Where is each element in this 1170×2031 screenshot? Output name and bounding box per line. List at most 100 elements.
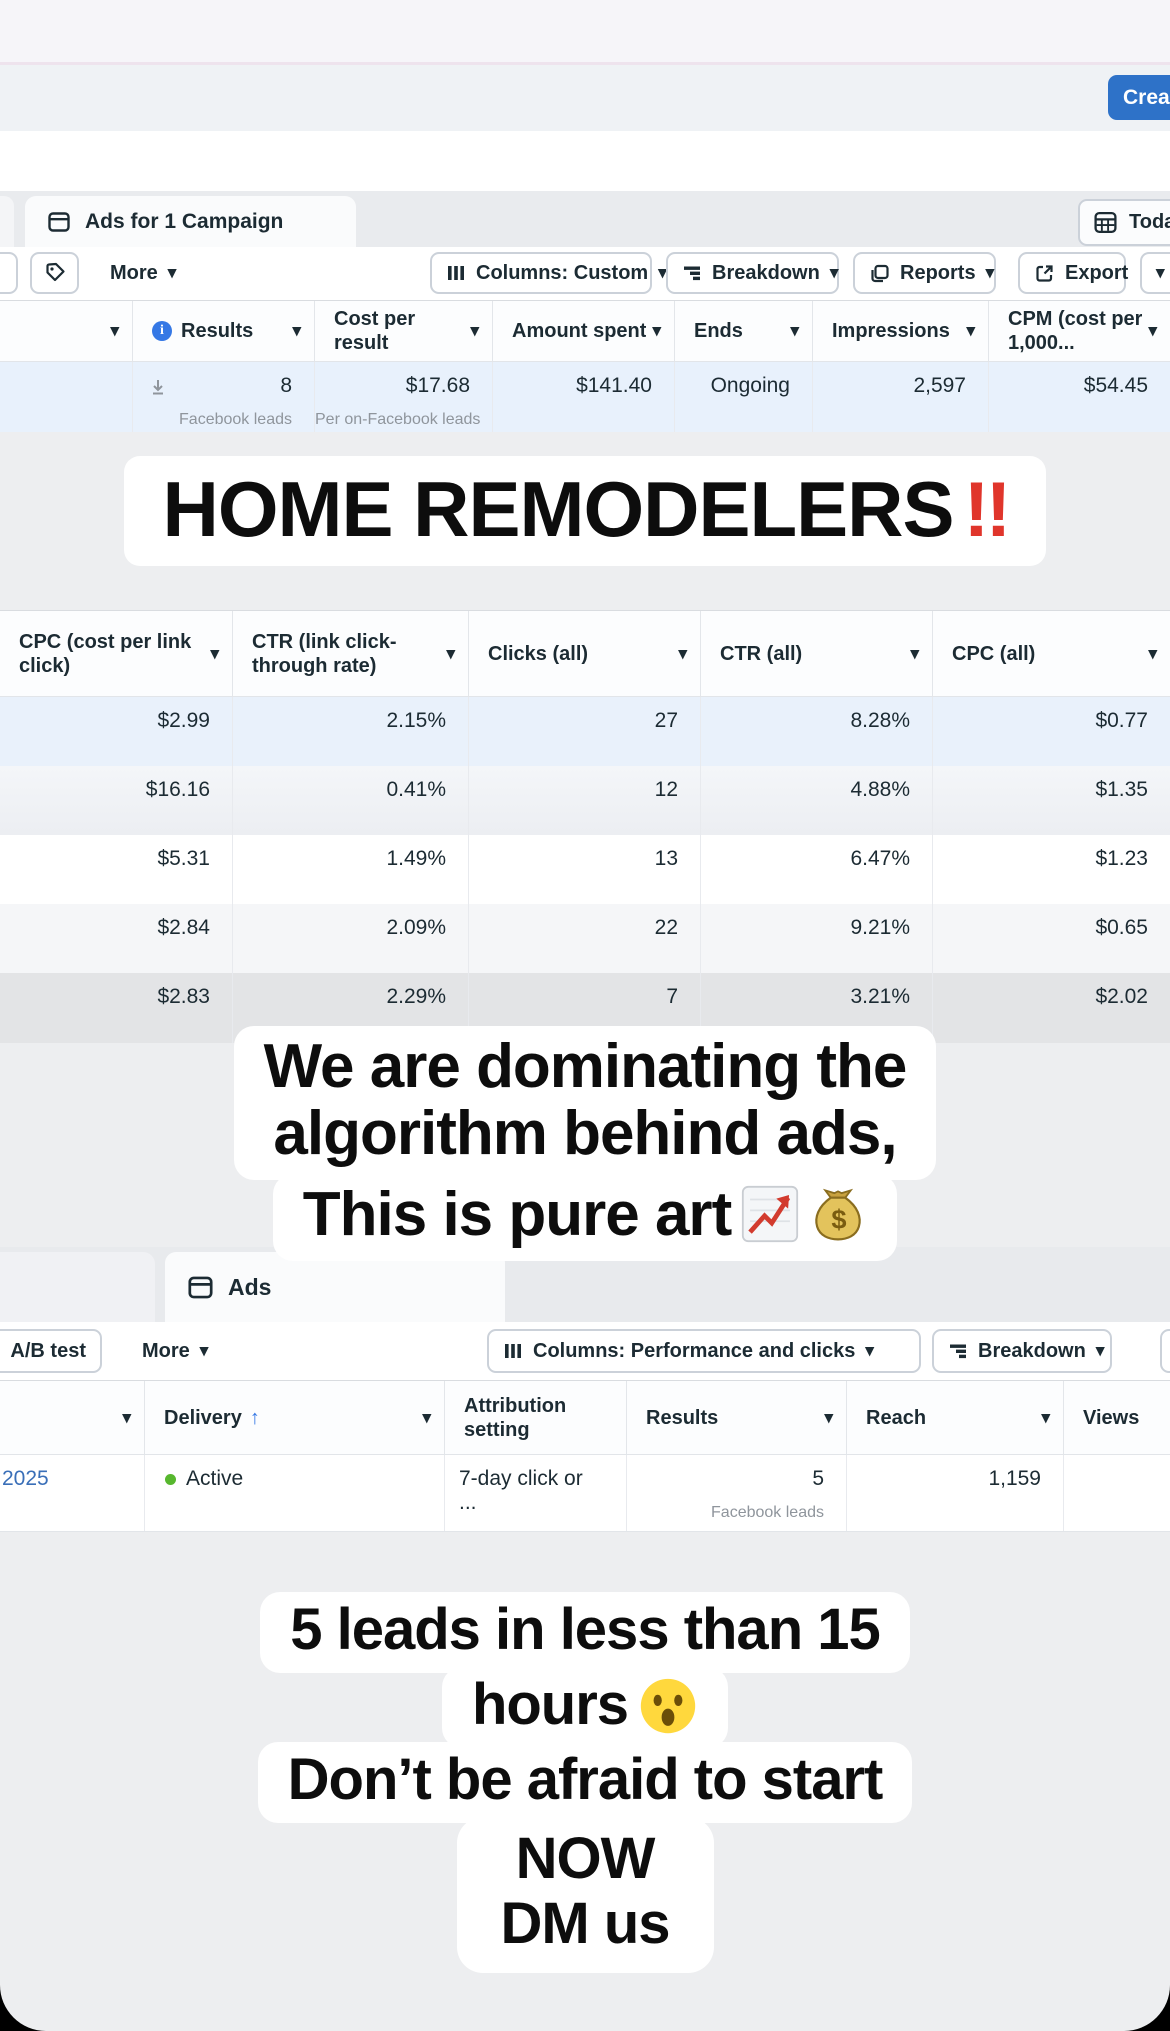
column-header-cpc-all[interactable]: CPC (all) xyxy=(932,611,1170,696)
breakdown-button[interactable]: Breakdown xyxy=(666,252,839,294)
campaign-table-row[interactable]: 8 Facebook leads $17.68 Per on-Facebook … xyxy=(0,362,1170,432)
table-row[interactable]: $2.84 2.09% 22 9.21% $0.65 xyxy=(0,904,1170,973)
browser-top-bar xyxy=(0,0,1170,65)
create-button[interactable]: Create xyxy=(1108,75,1170,120)
column-header-cpm[interactable]: CPM (cost per 1,000... xyxy=(988,301,1170,361)
results-subtext: Facebook leads xyxy=(179,411,292,428)
tab-ads-for-1-campaign[interactable]: Ads for 1 Campaign xyxy=(25,196,356,247)
table-row[interactable]: $5.31 1.49% 13 6.47% $1.23 xyxy=(0,835,1170,904)
chevron-down-icon xyxy=(865,1340,874,1363)
partial-edge-button[interactable] xyxy=(1160,1329,1170,1373)
open-mouth-face-emoji xyxy=(640,1678,696,1734)
breakdown-icon xyxy=(684,266,700,281)
column-header-attribution-setting[interactable]: Attribution setting xyxy=(444,1381,626,1454)
tab-label: Ads for 1 Campaign xyxy=(85,209,284,233)
tab-label: Ads xyxy=(228,1273,272,1300)
caption-pill: HOME REMODELERS!! xyxy=(124,456,1046,566)
export-icon xyxy=(1036,264,1053,282)
table-row[interactable]: $16.16 0.41% 12 4.88% $1.35 xyxy=(0,766,1170,835)
chevron-down-icon xyxy=(986,262,995,285)
tag-button[interactable] xyxy=(30,252,79,294)
partial-chevron-button[interactable] xyxy=(1140,252,1170,294)
partial-tab[interactable] xyxy=(0,196,14,247)
window-tab-icon xyxy=(48,211,70,232)
columns-icon xyxy=(448,266,464,280)
table-row[interactable]: $2.99 2.15% 27 8.28% $0.77 xyxy=(0,697,1170,766)
sort-caret-icon xyxy=(960,319,975,343)
column-header-views[interactable]: Views xyxy=(1063,1381,1170,1454)
story-caption-2: We are dominating the algorithm behind a… xyxy=(0,1026,1170,1261)
ad-name-link[interactable]: 2025 xyxy=(2,1467,49,1490)
partial-edge-button[interactable] xyxy=(0,252,18,294)
column-header-blank[interactable] xyxy=(0,301,132,361)
columns-button[interactable]: Columns: Custom xyxy=(430,252,652,294)
sort-caret-icon xyxy=(286,319,301,343)
column-header-reach[interactable]: Reach xyxy=(846,1381,1063,1454)
partial-tab[interactable] xyxy=(0,1252,155,1322)
ab-test-button[interactable]: A/B test xyxy=(0,1329,102,1373)
columns-button[interactable]: Columns: Performance and clicks xyxy=(487,1329,921,1373)
results-value: 5 xyxy=(812,1467,824,1490)
clicks-table-header: CPC (cost per link click) CTR (link clic… xyxy=(0,610,1170,697)
column-header-clicks-all[interactable]: Clicks (all) xyxy=(468,611,700,696)
chevron-down-icon xyxy=(1096,1340,1105,1363)
column-header-ctr-all[interactable]: CTR (all) xyxy=(700,611,932,696)
reports-icon xyxy=(871,264,889,282)
sort-caret-icon xyxy=(1035,1406,1050,1430)
impressions-value: 2,597 xyxy=(812,362,988,432)
svg-text:$: $ xyxy=(832,1203,847,1234)
caption-pill: NOW DM us xyxy=(456,1816,714,1973)
export-button[interactable]: Export xyxy=(1018,252,1128,294)
column-header-delivery[interactable]: Delivery xyxy=(144,1381,444,1454)
column-header-impressions[interactable]: Impressions xyxy=(812,301,988,361)
ad-table-row[interactable]: 2025 Active 7-day click or ... 5 Faceboo… xyxy=(0,1455,1170,1532)
columns-icon xyxy=(505,1344,521,1358)
caption-pill: We are dominating the algorithm behind a… xyxy=(233,1026,937,1180)
window-tab-icon xyxy=(188,1276,213,1298)
date-range-button[interactable]: Today: 1 xyxy=(1078,199,1170,246)
sort-caret-icon xyxy=(646,319,661,343)
tab-ads[interactable]: Ads xyxy=(165,1252,505,1322)
money-bag-emoji: $ xyxy=(815,1188,861,1241)
info-icon xyxy=(152,321,172,341)
chevron-down-icon xyxy=(1156,262,1165,285)
story-caption-3: 5 leads in less than 15 hours Don’t be a… xyxy=(0,1592,1170,1973)
sort-caret-icon xyxy=(1142,319,1157,343)
sort-caret-icon xyxy=(672,642,687,666)
column-header-ctr-link[interactable]: CTR (link click-through rate) xyxy=(232,611,468,696)
campaign-tab-strip: Ads for 1 Campaign Today: 1 xyxy=(0,191,1170,247)
caption-pill: hours xyxy=(441,1666,729,1748)
reports-button[interactable]: Reports xyxy=(853,252,996,294)
caption-pill: Don’t be afraid to start xyxy=(257,1741,913,1823)
date-range-label: Today: 1 xyxy=(1129,211,1170,233)
column-header-amount-spent[interactable]: Amount spent xyxy=(492,301,674,361)
story-caption-1: HOME REMODELERS!! xyxy=(0,456,1170,566)
column-header-results[interactable]: Results xyxy=(132,301,314,361)
column-header-ends[interactable]: Ends xyxy=(674,301,812,361)
column-header-blank[interactable] xyxy=(0,1381,144,1454)
column-header-cpc-link[interactable]: CPC (cost per link click) xyxy=(0,611,232,696)
chevron-down-icon xyxy=(830,262,839,285)
toolbar-ads: A/B test More Columns: Performance and c… xyxy=(0,1322,1170,1380)
ads-manager-header-bar: Create xyxy=(0,65,1170,131)
toolbar-campaign: More Columns: Custom Breakdown Repor xyxy=(0,247,1170,300)
leads-download-icon xyxy=(153,380,163,395)
more-button[interactable]: More xyxy=(96,252,190,294)
sort-caret-icon xyxy=(904,642,919,666)
ends-value: Ongoing xyxy=(674,362,812,432)
breakdown-button[interactable]: Breakdown xyxy=(932,1329,1112,1373)
campaign-table-header: Results Cost per result Amount spent End… xyxy=(0,300,1170,362)
chart-increasing-emoji xyxy=(742,1185,799,1242)
sort-ascending-icon xyxy=(250,1406,260,1430)
delivery-status: Active xyxy=(186,1467,244,1490)
sort-caret-icon xyxy=(464,319,479,343)
sort-caret-icon xyxy=(440,642,455,666)
cpm-value: $54.45 xyxy=(988,362,1170,432)
column-header-cost-per-result[interactable]: Cost per result xyxy=(314,301,492,361)
more-button[interactable]: More xyxy=(128,1329,222,1373)
double-exclamation-emoji: !! xyxy=(963,465,1012,553)
column-header-results[interactable]: Results xyxy=(626,1381,846,1454)
attribution-value: 7-day click or ... xyxy=(444,1455,626,1531)
